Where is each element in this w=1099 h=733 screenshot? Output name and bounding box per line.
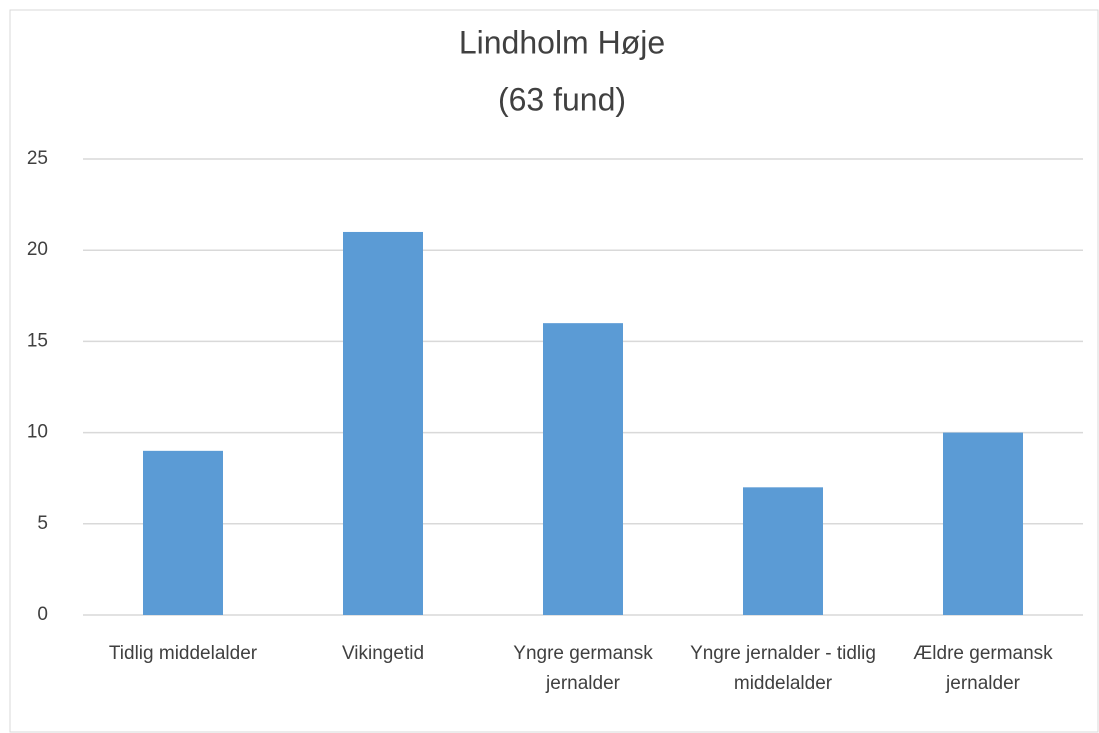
chart-title: Lindholm Høje [459, 24, 665, 60]
x-tick-label: Ældre germansk jernalder [913, 643, 1053, 694]
bar [743, 487, 823, 615]
bar [343, 231, 423, 615]
x-tick-label: Yngre jernalder - tidlig middelalder [690, 643, 876, 694]
bar [943, 432, 1023, 615]
x-tick-label: Tidlig middelalder [108, 643, 258, 664]
bar [543, 323, 623, 615]
x-tick-label: Vikingetid [341, 643, 425, 664]
bar [143, 450, 223, 615]
x-tick-label: Yngre germansk jernalder [513, 643, 653, 694]
y-tick-label: 5 [37, 513, 48, 534]
y-tick-label: 15 [27, 330, 48, 351]
chart-border [9, 9, 1099, 733]
y-tick-label: 0 [37, 604, 48, 625]
chart-subtitle: (63 fund) [498, 81, 626, 117]
y-tick-label: 25 [27, 148, 48, 169]
y-tick-label: 10 [27, 422, 48, 443]
y-tick-label: 20 [27, 239, 48, 260]
